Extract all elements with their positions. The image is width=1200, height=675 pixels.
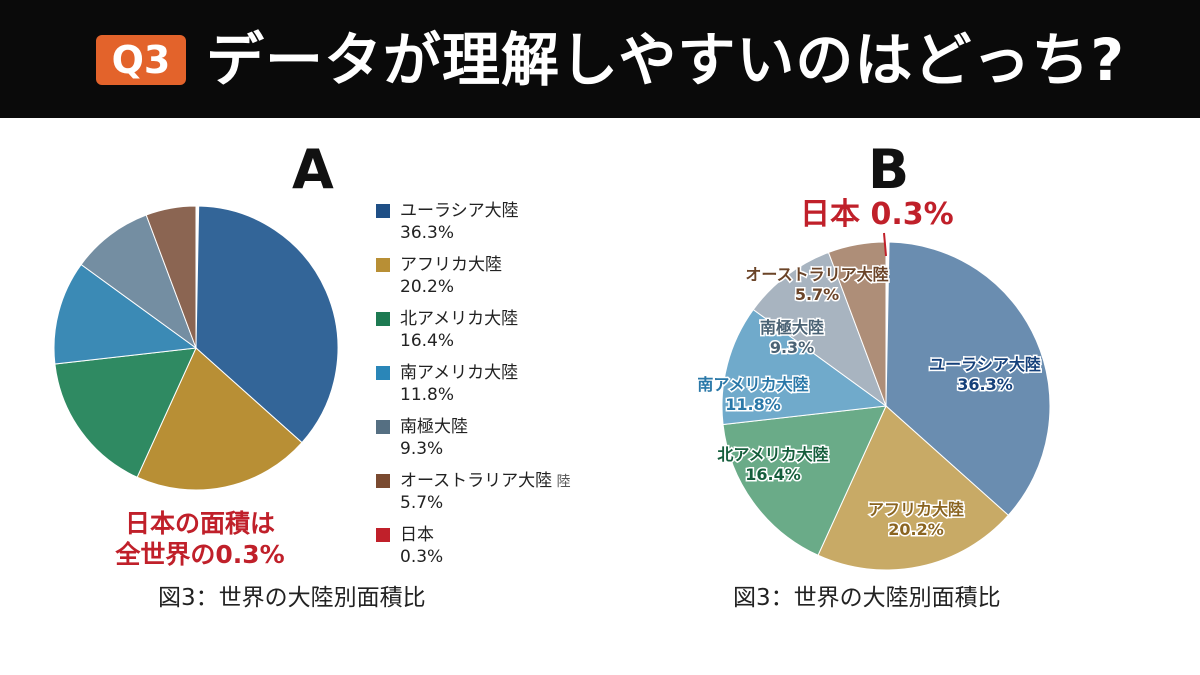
legend-label: アフリカ大陸 (400, 255, 502, 275)
legend-label: 日本 (400, 525, 434, 545)
legend-label: 南アメリカ大陸 (400, 363, 519, 383)
legend-value: 16.4% (400, 331, 455, 351)
pie-a-slice-2 (54, 347, 197, 478)
japan-pointer-line (883, 232, 887, 257)
legend-value: 9.3% (400, 439, 444, 459)
legend-swatch (376, 420, 390, 434)
legend-swatch (376, 474, 390, 488)
legend-label: オーストラリア大陸 陸 (400, 471, 571, 491)
legend-value: 20.2% (400, 277, 455, 297)
legend-item: 北アメリカ大陸 16.4% (376, 308, 596, 362)
legend-label: 南極大陸 (400, 417, 468, 437)
pie-b-slice-1 (817, 405, 1010, 571)
japan-note-a-line2: 全世界の0.3% (115, 540, 285, 569)
legend-swatch (376, 528, 390, 542)
header-bar: Q3 データが理解しやすいのはどっち? (0, 0, 1200, 118)
legend-swatch (376, 204, 390, 218)
pie-b-slice-4 (752, 251, 888, 408)
panel-b-label: B (868, 138, 910, 201)
legend-item: ユーラシア大陸 36.3% (376, 200, 596, 254)
legend-value: 5.7% (400, 493, 444, 513)
pie-a-slice-3 (53, 263, 198, 365)
legend-swatch (376, 258, 390, 272)
pie-b-slice-label: 北アメリカ大陸 16.4% (717, 445, 828, 484)
legend-swatch (376, 366, 390, 380)
pie-a-slice-0 (195, 205, 339, 444)
question-badge: Q3 (96, 35, 186, 85)
caption-a: 図3：世界の大陸別面積比 (158, 585, 426, 611)
japan-note-a-line1: 日本の面積は (124, 509, 275, 538)
pie-b-slice-0 (885, 241, 1051, 516)
pie-a-slice-4 (80, 214, 198, 350)
japan-note-a: 日本の面積は 全世界の0.3% (100, 508, 300, 570)
pie-b-slice-label: オーストラリア大陸 5.7% (745, 265, 888, 304)
legend-item: オーストラリア大陸 陸 5.7% (376, 470, 596, 524)
pie-a-slice-5 (145, 205, 197, 349)
pie-b-slice-2 (722, 405, 887, 556)
page-title: データが理解しやすいのはどっち? (206, 26, 1126, 94)
legend-label: ユーラシア大陸 (400, 201, 519, 221)
legend-item: 南アメリカ大陸 11.8% (376, 362, 596, 416)
pie-b-slice-label: 南アメリカ大陸 11.8% (697, 375, 808, 414)
legend-swatch (376, 312, 390, 326)
legend-item: 日本 0.3% (376, 524, 596, 578)
pie-a-slice-1 (136, 347, 303, 491)
pie-b-slice-label: 南極大陸 9.3% (760, 318, 824, 357)
pie-b-slice-5 (827, 241, 887, 407)
pie-b-slice-label: ユーラシア大陸 36.3% (929, 355, 1041, 394)
caption-b: 図3：世界の大陸別面積比 (733, 585, 1001, 611)
legend-extra-glyph: 陸 (552, 474, 571, 490)
pie-b-slice-label: アフリカ大陸 20.2% (868, 500, 964, 539)
legend-item: アフリカ大陸 20.2% (376, 254, 596, 308)
pie-b-slice-3 (721, 308, 888, 426)
japan-callout-b: 日本 0.3% (800, 197, 954, 232)
legend-label: 北アメリカ大陸 (400, 309, 519, 329)
legend-value: 11.8% (400, 385, 455, 405)
legend-a: ユーラシア大陸 36.3% アフリカ大陸 20.2% 北アメリカ大陸 16.4% 南アメリカ… (376, 200, 596, 578)
legend-item: 南極大陸 9.3% (376, 416, 596, 470)
legend-value: 0.3% (400, 547, 444, 567)
legend-value: 36.3% (400, 223, 455, 243)
panel-a-label: A (292, 138, 334, 201)
